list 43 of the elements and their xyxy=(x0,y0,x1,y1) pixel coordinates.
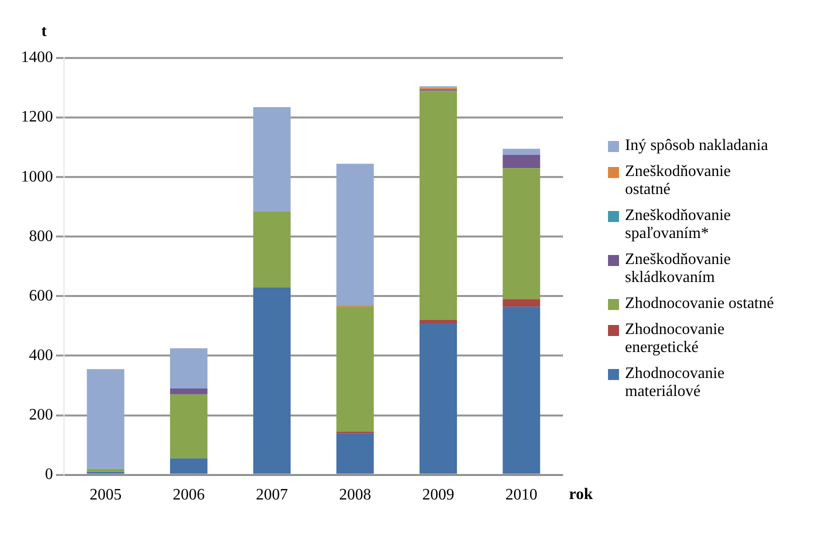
bar xyxy=(420,320,457,323)
bar xyxy=(170,348,208,388)
bar xyxy=(170,388,208,394)
bar xyxy=(253,107,291,212)
legend-label: Zneškodňovanie skládkovaním xyxy=(625,251,732,287)
y-tick-label: 200 xyxy=(29,406,53,424)
bar xyxy=(502,154,540,168)
y-tick-label: 400 xyxy=(29,346,53,364)
legend-label: Zhodnocovanie ostatné xyxy=(625,295,775,313)
x-tick-label: 2008 xyxy=(339,486,372,504)
y-tick-label: 1000 xyxy=(21,168,53,186)
y-tick-label: 800 xyxy=(29,228,53,245)
bar xyxy=(420,322,457,474)
x-tick-label: 2005 xyxy=(90,486,122,504)
bar xyxy=(336,164,374,306)
bar xyxy=(253,211,291,288)
bar xyxy=(170,394,208,458)
bar xyxy=(502,299,540,307)
x-tick-label: 2006 xyxy=(172,486,205,504)
bar xyxy=(86,468,124,472)
bar xyxy=(502,168,540,300)
x-tick-label: 2009 xyxy=(422,486,454,504)
bar xyxy=(420,90,457,320)
y-tick-label: 0 xyxy=(45,466,53,484)
bar xyxy=(502,306,540,474)
y-tick-label: 1200 xyxy=(21,108,53,126)
bar xyxy=(336,306,374,432)
x-tick-label: 2007 xyxy=(256,486,288,504)
bar xyxy=(170,458,208,474)
legend-label: Zhodnocovanie materiálové xyxy=(625,365,726,401)
bar xyxy=(336,433,374,474)
y-tick-label: 600 xyxy=(29,287,53,304)
bar xyxy=(502,148,540,155)
bar xyxy=(253,287,291,474)
legend-label: Zhodnocovanie energetické xyxy=(625,321,726,357)
legend-label: Zneškodňovanie ostatné xyxy=(625,163,732,199)
legend-label: Iný spôsob nakladania xyxy=(625,137,770,155)
y-axis-title: t xyxy=(41,23,48,40)
y-tick-label: 1400 xyxy=(21,49,53,66)
bar xyxy=(86,369,124,469)
x-axis-title: rok xyxy=(569,486,593,503)
x-tick-label: 2010 xyxy=(505,486,538,504)
legend-label: Zneškodňovanie spaľovaním* xyxy=(625,207,732,243)
